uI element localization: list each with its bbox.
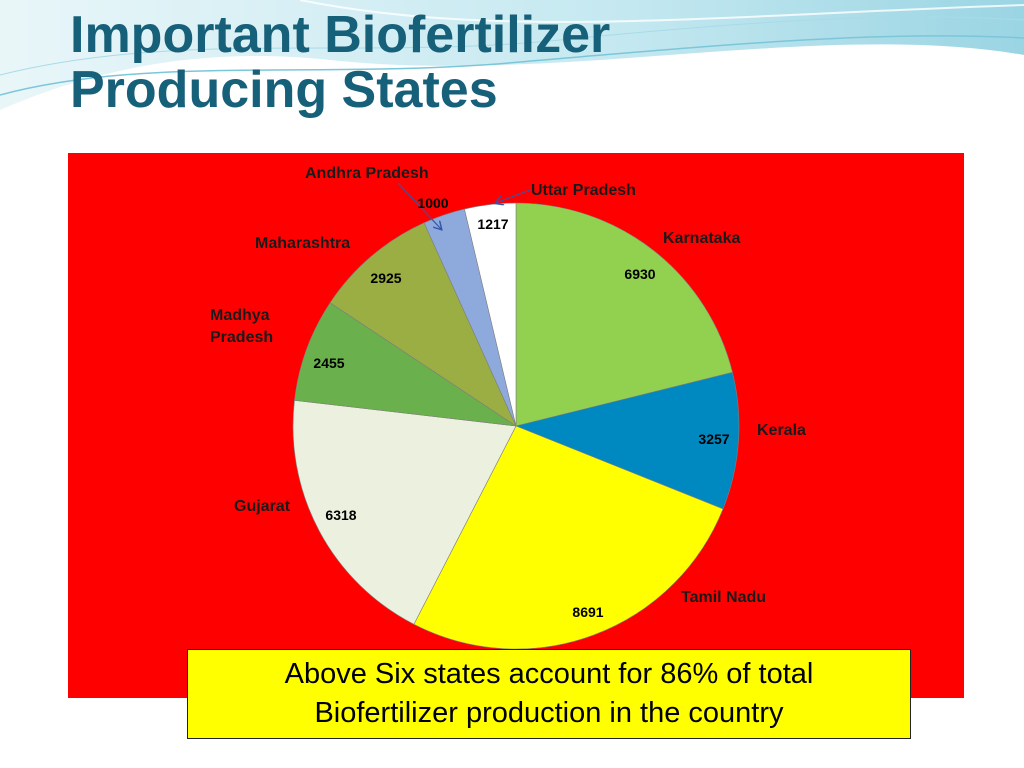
slice-value-kerala: 3257 xyxy=(698,431,729,447)
pie-slice-madhya-pradesh xyxy=(294,302,517,427)
summary-note: Above Six states account for 86% of tota… xyxy=(187,649,911,739)
slice-label-uttar-pradesh: Uttar Pradesh xyxy=(531,182,636,199)
summary-note-text: Above Six states account for 86% of tota… xyxy=(284,657,814,729)
slice-value-andhra-pradesh: 1000 xyxy=(417,195,448,211)
slice-value-tamil-nadu: 8691 xyxy=(572,604,603,620)
leader-arrow-andhra-pradesh xyxy=(397,182,441,229)
pie-slice-maharashtra xyxy=(329,222,517,427)
wave-decoration xyxy=(0,0,1024,110)
slice-label-madhya-pradesh: Madhya Pradesh xyxy=(210,307,273,346)
slice-value-maharashtra: 2925 xyxy=(370,270,401,286)
slide-title-text: Important Biofertilizer Producing States xyxy=(70,6,611,120)
leader-arrow-uttar-pradesh xyxy=(496,189,531,203)
slice-label-gujarat: Gujarat xyxy=(234,498,291,515)
pie-slice-gujarat xyxy=(292,400,517,625)
slice-value-uttar-pradesh: 1217 xyxy=(477,216,508,232)
pie-slice-uttar-pradesh xyxy=(464,202,517,427)
slide-title: Important Biofertilizer Producing States xyxy=(70,6,611,120)
slice-value-gujarat: 6318 xyxy=(325,507,356,523)
slice-label-maharashtra: Maharashtra xyxy=(255,235,350,252)
slice-value-karnataka: 6930 xyxy=(624,266,655,282)
slice-value-madhya-pradesh: 2455 xyxy=(313,355,344,371)
pie-slice-tamil-nadu xyxy=(413,425,724,650)
slice-label-karnataka: Karnataka xyxy=(663,230,740,247)
slice-label-andhra-pradesh: Andhra Pradesh xyxy=(305,165,429,182)
pie-slice-kerala xyxy=(515,371,740,510)
slice-label-kerala: Kerala xyxy=(757,422,806,439)
pie-slice-karnataka xyxy=(515,202,733,427)
slice-label-tamil-nadu: Tamil Nadu xyxy=(681,589,766,606)
